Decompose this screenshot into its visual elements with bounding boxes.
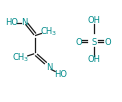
Text: O: O <box>105 38 111 47</box>
Text: CH: CH <box>13 53 25 62</box>
Text: CH: CH <box>40 27 52 36</box>
Text: N: N <box>21 18 27 27</box>
Text: 3: 3 <box>51 31 55 36</box>
Text: N: N <box>46 63 52 72</box>
Text: HO: HO <box>55 70 67 79</box>
Text: 3: 3 <box>24 57 28 62</box>
Text: OH: OH <box>88 16 101 25</box>
Text: O: O <box>75 38 82 47</box>
Text: S: S <box>92 38 97 47</box>
Text: OH: OH <box>88 55 101 64</box>
Text: HO: HO <box>5 18 18 27</box>
